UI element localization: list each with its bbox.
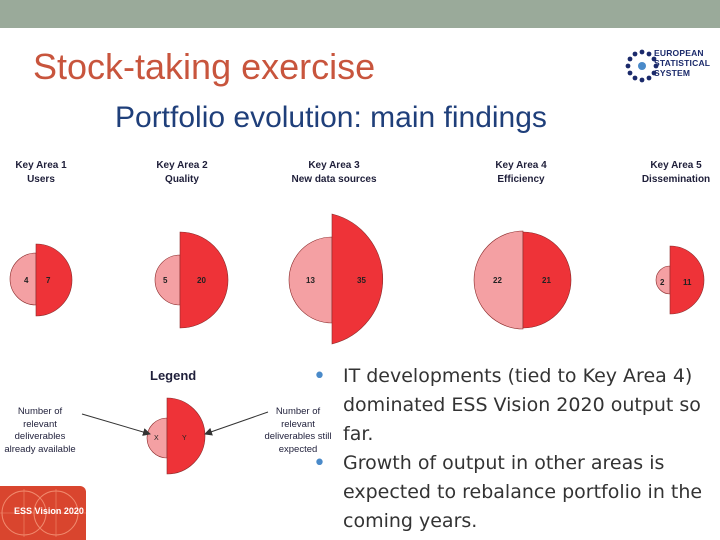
key-area-4-available-half [473, 230, 524, 330]
key-area-5-available-value: 2 [660, 278, 665, 287]
key-area-2-available-value: 5 [163, 276, 168, 285]
legend-expected-half [166, 397, 206, 475]
key-area-5-expected-value: 11 [683, 278, 692, 287]
key-area-5-expected-half [669, 245, 705, 315]
slide-subtitle: Portfolio evolution: main findings [115, 101, 547, 134]
ess-vision-logo-text: ESS Vision 2020 [14, 506, 84, 516]
findings-list: • IT developments (tied to Key Area 4) do… [313, 362, 713, 536]
key-area-3-label: Key Area 3 New data sources [291, 159, 376, 187]
key-area-5-label: Key Area 5 Dissemination [642, 159, 710, 187]
key-area-2-expected-half [179, 231, 229, 329]
key-area-1-available-half [9, 252, 37, 306]
legend-x-label: X [154, 435, 159, 442]
bullet-icon: • [313, 364, 326, 389]
key-area-4-topic: Efficiency [497, 174, 545, 185]
legend-right-arrow [204, 411, 269, 436]
ess-stars-icon [625, 49, 659, 83]
key-area-2-label: Key Area 2 Quality [156, 159, 207, 187]
ess-vision-circles-icon [0, 489, 86, 537]
key-area-2-expected-value: 20 [197, 276, 206, 285]
key-area-2-name: Key Area 2 [156, 160, 208, 171]
key-area-3-expected-value: 35 [357, 276, 366, 285]
logo-line-3: SYSTEM [654, 68, 691, 78]
key-area-5-topic: Dissemination [641, 174, 711, 185]
bullet-icon: • [313, 451, 326, 476]
key-area-5-name: Key Area 5 [650, 160, 702, 171]
key-area-1-expected-half [35, 243, 73, 317]
finding-text-2: Growth of output in other areas is expec… [343, 452, 703, 532]
legend-y-label: Y [182, 435, 187, 442]
key-area-4-name: Key Area 4 [495, 160, 547, 171]
key-area-2-topic: Quality [165, 174, 199, 185]
finding-item-2: • Growth of output in other areas is expe… [313, 449, 713, 536]
slide-title: Stock-taking exercise [33, 46, 376, 87]
logo-line-1: EUROPEAN [654, 48, 704, 58]
key-area-4-available-value: 22 [493, 276, 502, 285]
ess-vision-logo: ESS Vision 2020 [0, 486, 86, 540]
key-area-1-expected-value: 7 [46, 276, 51, 285]
key-area-2-available-half [154, 254, 181, 306]
ess-logo-text: EUROPEAN STATISTICAL SYSTEM [654, 48, 710, 78]
key-area-1-label: Key Area 1 Users [15, 159, 66, 187]
ess-logo: EUROPEAN STATISTICAL SYSTEM [612, 40, 712, 100]
key-area-1-available-value: 4 [24, 276, 29, 285]
key-area-3-topic: New data sources [291, 174, 377, 185]
key-area-4-expected-half [522, 231, 572, 329]
key-area-3-available-half [288, 236, 333, 324]
finding-text-1: IT developments (tied to Key Area 4) dom… [343, 365, 701, 445]
legend-available-half [146, 417, 168, 459]
top-bar [0, 0, 720, 28]
key-area-4-label: Key Area 4 Efficiency [495, 159, 546, 187]
legend-title: Legend [150, 368, 197, 383]
key-area-3-available-value: 13 [306, 276, 315, 285]
key-area-1-name: Key Area 1 [15, 160, 67, 171]
key-area-5-available-half [655, 265, 671, 295]
legend-right-note: Number of relevant deliverables still ex… [264, 406, 332, 455]
finding-item-1: • IT developments (tied to Key Area 4) do… [313, 362, 713, 449]
legend-left-arrow [81, 413, 151, 436]
key-area-3-name: Key Area 3 [308, 160, 360, 171]
key-area-4-expected-value: 21 [542, 276, 551, 285]
logo-line-2: STATISTICAL [654, 58, 711, 68]
key-area-3-expected-half [331, 213, 383, 345]
key-area-1-topic: Users [27, 174, 55, 185]
legend-left-note: Number of relevant deliverables already … [4, 406, 76, 455]
